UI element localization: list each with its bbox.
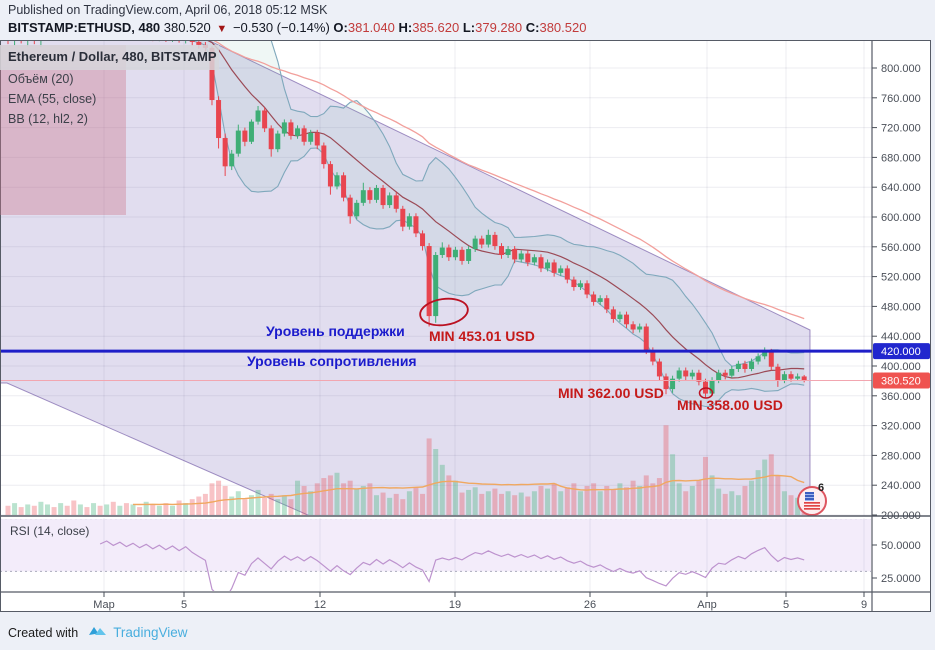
footer-credit: Created with TradingView (8, 624, 187, 641)
svg-text:360.000: 360.000 (881, 391, 921, 403)
published-line: Published on TradingView.com, April 06, … (8, 3, 328, 17)
min-453-label: MIN 453.01 USD (429, 328, 535, 344)
legend-title-box (0, 45, 219, 70)
svg-text:5: 5 (181, 599, 187, 611)
min-362-label: MIN 362.00 USD (558, 385, 664, 401)
svg-text:520.000: 520.000 (881, 272, 921, 284)
svg-text:680.000: 680.000 (881, 152, 921, 164)
ohlc-open-value: 381.040 (347, 20, 395, 35)
ohlc-close-key: C: (525, 20, 540, 35)
svg-text:50.0000: 50.0000 (881, 540, 921, 552)
ohlc-low-value: 379.280 (475, 20, 523, 35)
ohlc-close-value: 380.520 (539, 20, 587, 35)
svg-text:200.000: 200.000 (881, 510, 921, 522)
svg-text:25.0000: 25.0000 (881, 573, 921, 585)
event-marker-count[interactable]: 6 (818, 482, 825, 494)
chart-legend: Ethereum / Dollar, 480, BITSTAMP Объём (… (8, 49, 217, 129)
svg-text:720.000: 720.000 (881, 123, 921, 135)
tradingview-brand-link[interactable]: TradingView (113, 625, 188, 640)
svg-text:640.000: 640.000 (881, 182, 921, 194)
ohlc-low-key: L: (462, 20, 476, 35)
svg-text:440.000: 440.000 (881, 331, 921, 343)
legend-series-title[interactable]: Ethereum / Dollar, 480, BITSTAMP (8, 49, 217, 64)
support-level-label: Уровень поддержки (266, 323, 405, 339)
svg-text:800.000: 800.000 (881, 63, 921, 75)
svg-text:Мар: Мар (93, 599, 115, 611)
svg-text:320.000: 320.000 (881, 421, 921, 433)
svg-text:12: 12 (314, 599, 326, 611)
ohlc-open-key: O: (333, 20, 348, 35)
legend-item-bb[interactable]: BB (12, hl2, 2) (8, 112, 88, 126)
svg-text:Апр: Апр (697, 599, 716, 611)
svg-text:560.000: 560.000 (881, 242, 921, 254)
ohlc-high-value: 385.620 (412, 20, 460, 35)
symbol-line: BITSTAMP:ETHUSD, 480 380.520 ▼ −0.530 (−… (8, 20, 586, 35)
symbol-name: BITSTAMP:ETHUSD, 480 (8, 20, 161, 35)
min-358-label: MIN 358.00 USD (677, 397, 783, 413)
price-change: −0.530 (−0.14%) (232, 20, 330, 35)
svg-text:26: 26 (584, 599, 596, 611)
resistance-level-label: Уровень сопротивления (247, 353, 417, 369)
created-with-text: Created with (8, 625, 79, 640)
tradingview-logo-icon[interactable] (88, 624, 107, 641)
svg-text:380.520: 380.520 (881, 376, 921, 388)
svg-text:19: 19 (449, 599, 461, 611)
last-price: 380.520 (163, 20, 211, 35)
svg-text:240.000: 240.000 (881, 480, 921, 492)
svg-text:280.000: 280.000 (881, 450, 921, 462)
svg-text:480.000: 480.000 (881, 301, 921, 313)
legend-item-ema[interactable]: EMA (55, close) (8, 92, 97, 106)
svg-text:9: 9 (861, 599, 867, 611)
svg-text:420.000: 420.000 (881, 346, 921, 358)
svg-text:400.000: 400.000 (881, 361, 921, 373)
svg-text:600.000: 600.000 (881, 212, 921, 224)
event-marker-icon (797, 486, 827, 516)
svg-text:5: 5 (783, 599, 789, 611)
down-arrow-icon: ▼ (216, 23, 228, 35)
rsi-indicator-label[interactable]: RSI (14, close) (10, 524, 90, 538)
svg-text:760.000: 760.000 (881, 93, 921, 105)
ohlc-high-key: H: (398, 20, 413, 35)
legend-item-volume[interactable]: Объём (20) (8, 72, 74, 86)
legend-highlight-box (0, 45, 126, 215)
